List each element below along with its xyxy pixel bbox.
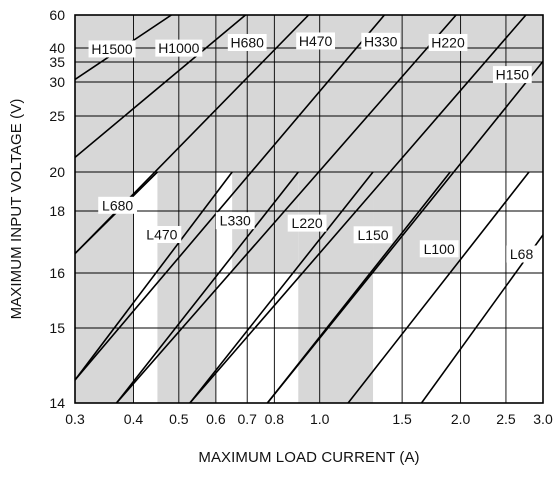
y-tick-20: 20 xyxy=(49,164,65,180)
series-line-h470 xyxy=(75,15,386,381)
y-tick-25: 25 xyxy=(49,108,65,124)
series-lines xyxy=(75,15,543,403)
x-tick-1-0: 1.0 xyxy=(310,411,330,427)
svg-text:L100: L100 xyxy=(424,241,455,257)
y-tick-15: 15 xyxy=(49,320,65,336)
svg-text:H220: H220 xyxy=(431,34,465,50)
svg-text:L150: L150 xyxy=(357,227,388,243)
y-tick-60: 60 xyxy=(49,7,65,23)
shade-col-4 xyxy=(298,172,374,403)
svg-text:H470: H470 xyxy=(299,33,333,49)
series-line-l220 xyxy=(189,171,374,403)
svg-text:L680: L680 xyxy=(102,197,133,213)
series-line-h330 xyxy=(115,15,457,403)
x-tick-0-7: 0.7 xyxy=(237,411,257,427)
x-tick-0-8: 0.8 xyxy=(265,411,285,427)
svg-text:L330: L330 xyxy=(220,213,251,229)
svg-text:L220: L220 xyxy=(292,215,323,231)
x-tick-0-6: 0.6 xyxy=(206,411,226,427)
shade-col-2 xyxy=(157,172,216,403)
x-tick-3-0: 3.0 xyxy=(533,411,553,427)
y-tick-18: 18 xyxy=(49,203,65,219)
series-label-l220: L220 xyxy=(287,214,327,232)
series-label-h470: H470 xyxy=(296,32,336,50)
series-label-h1500: H1500 xyxy=(88,40,136,58)
x-tick-labels: 0.3 0.4 0.5 0.6 0.7 0.8 1.0 1.5 2.0 2.5 3.0 xyxy=(65,411,553,427)
y-tick-16: 16 xyxy=(49,265,65,281)
series-line-l100 xyxy=(347,171,530,403)
x-tick-0-5: 0.5 xyxy=(169,411,189,427)
series-label-l100: L100 xyxy=(419,240,459,258)
series-line-h680 xyxy=(75,15,310,255)
x-axis-title: MAXIMUM LOAD CURRENT (A) xyxy=(198,449,419,466)
y-tick-40: 40 xyxy=(49,40,65,56)
x-tick-2-5: 2.5 xyxy=(496,411,516,427)
shade-col-5 xyxy=(373,172,461,273)
series-line-h1000 xyxy=(75,15,247,159)
series-line-l150 xyxy=(266,171,451,403)
svg-text:H1500: H1500 xyxy=(91,41,132,57)
series-label-h220: H220 xyxy=(428,33,468,51)
x-tick-0-3: 0.3 xyxy=(65,411,85,427)
series-label-h1000: H1000 xyxy=(155,39,203,57)
svg-text:H330: H330 xyxy=(364,33,398,49)
series-line-l68 xyxy=(420,234,543,403)
svg-text:H150: H150 xyxy=(496,67,530,83)
series-label-l68: L68 xyxy=(506,245,537,263)
series-labels: H1500 H1000 H680 H470 H330 H220 H150 L680 L470 L3… xyxy=(88,32,537,263)
series-label-l680: L680 xyxy=(98,196,138,214)
series-line-l330 xyxy=(115,171,299,403)
series-line-l470 xyxy=(75,171,233,381)
plot-frame xyxy=(74,14,544,404)
series-label-l150: L150 xyxy=(353,226,393,244)
svg-text:L68: L68 xyxy=(510,246,534,262)
y-tick-30: 30 xyxy=(49,74,65,90)
series-label-h150: H150 xyxy=(492,66,532,84)
shaded-region xyxy=(75,15,543,403)
series-line-h220 xyxy=(189,15,527,403)
x-tick-0-4: 0.4 xyxy=(124,411,144,427)
x-tick-2-0: 2.0 xyxy=(451,411,471,427)
y-tick-35: 35 xyxy=(49,54,65,70)
series-label-h330: H330 xyxy=(361,32,401,50)
y-tick-14: 14 xyxy=(49,395,65,411)
svg-text:L470: L470 xyxy=(146,227,177,243)
series-label-h680: H680 xyxy=(227,33,267,51)
y-axis-title: MAXIMUM INPUT VOLTAGE (V) xyxy=(8,99,25,320)
series-label-l470: L470 xyxy=(142,226,182,244)
svg-text:H680: H680 xyxy=(230,34,264,50)
series-label-l330: L330 xyxy=(215,212,255,230)
x-tick-1-5: 1.5 xyxy=(392,411,412,427)
svg-text:H1000: H1000 xyxy=(158,40,199,56)
